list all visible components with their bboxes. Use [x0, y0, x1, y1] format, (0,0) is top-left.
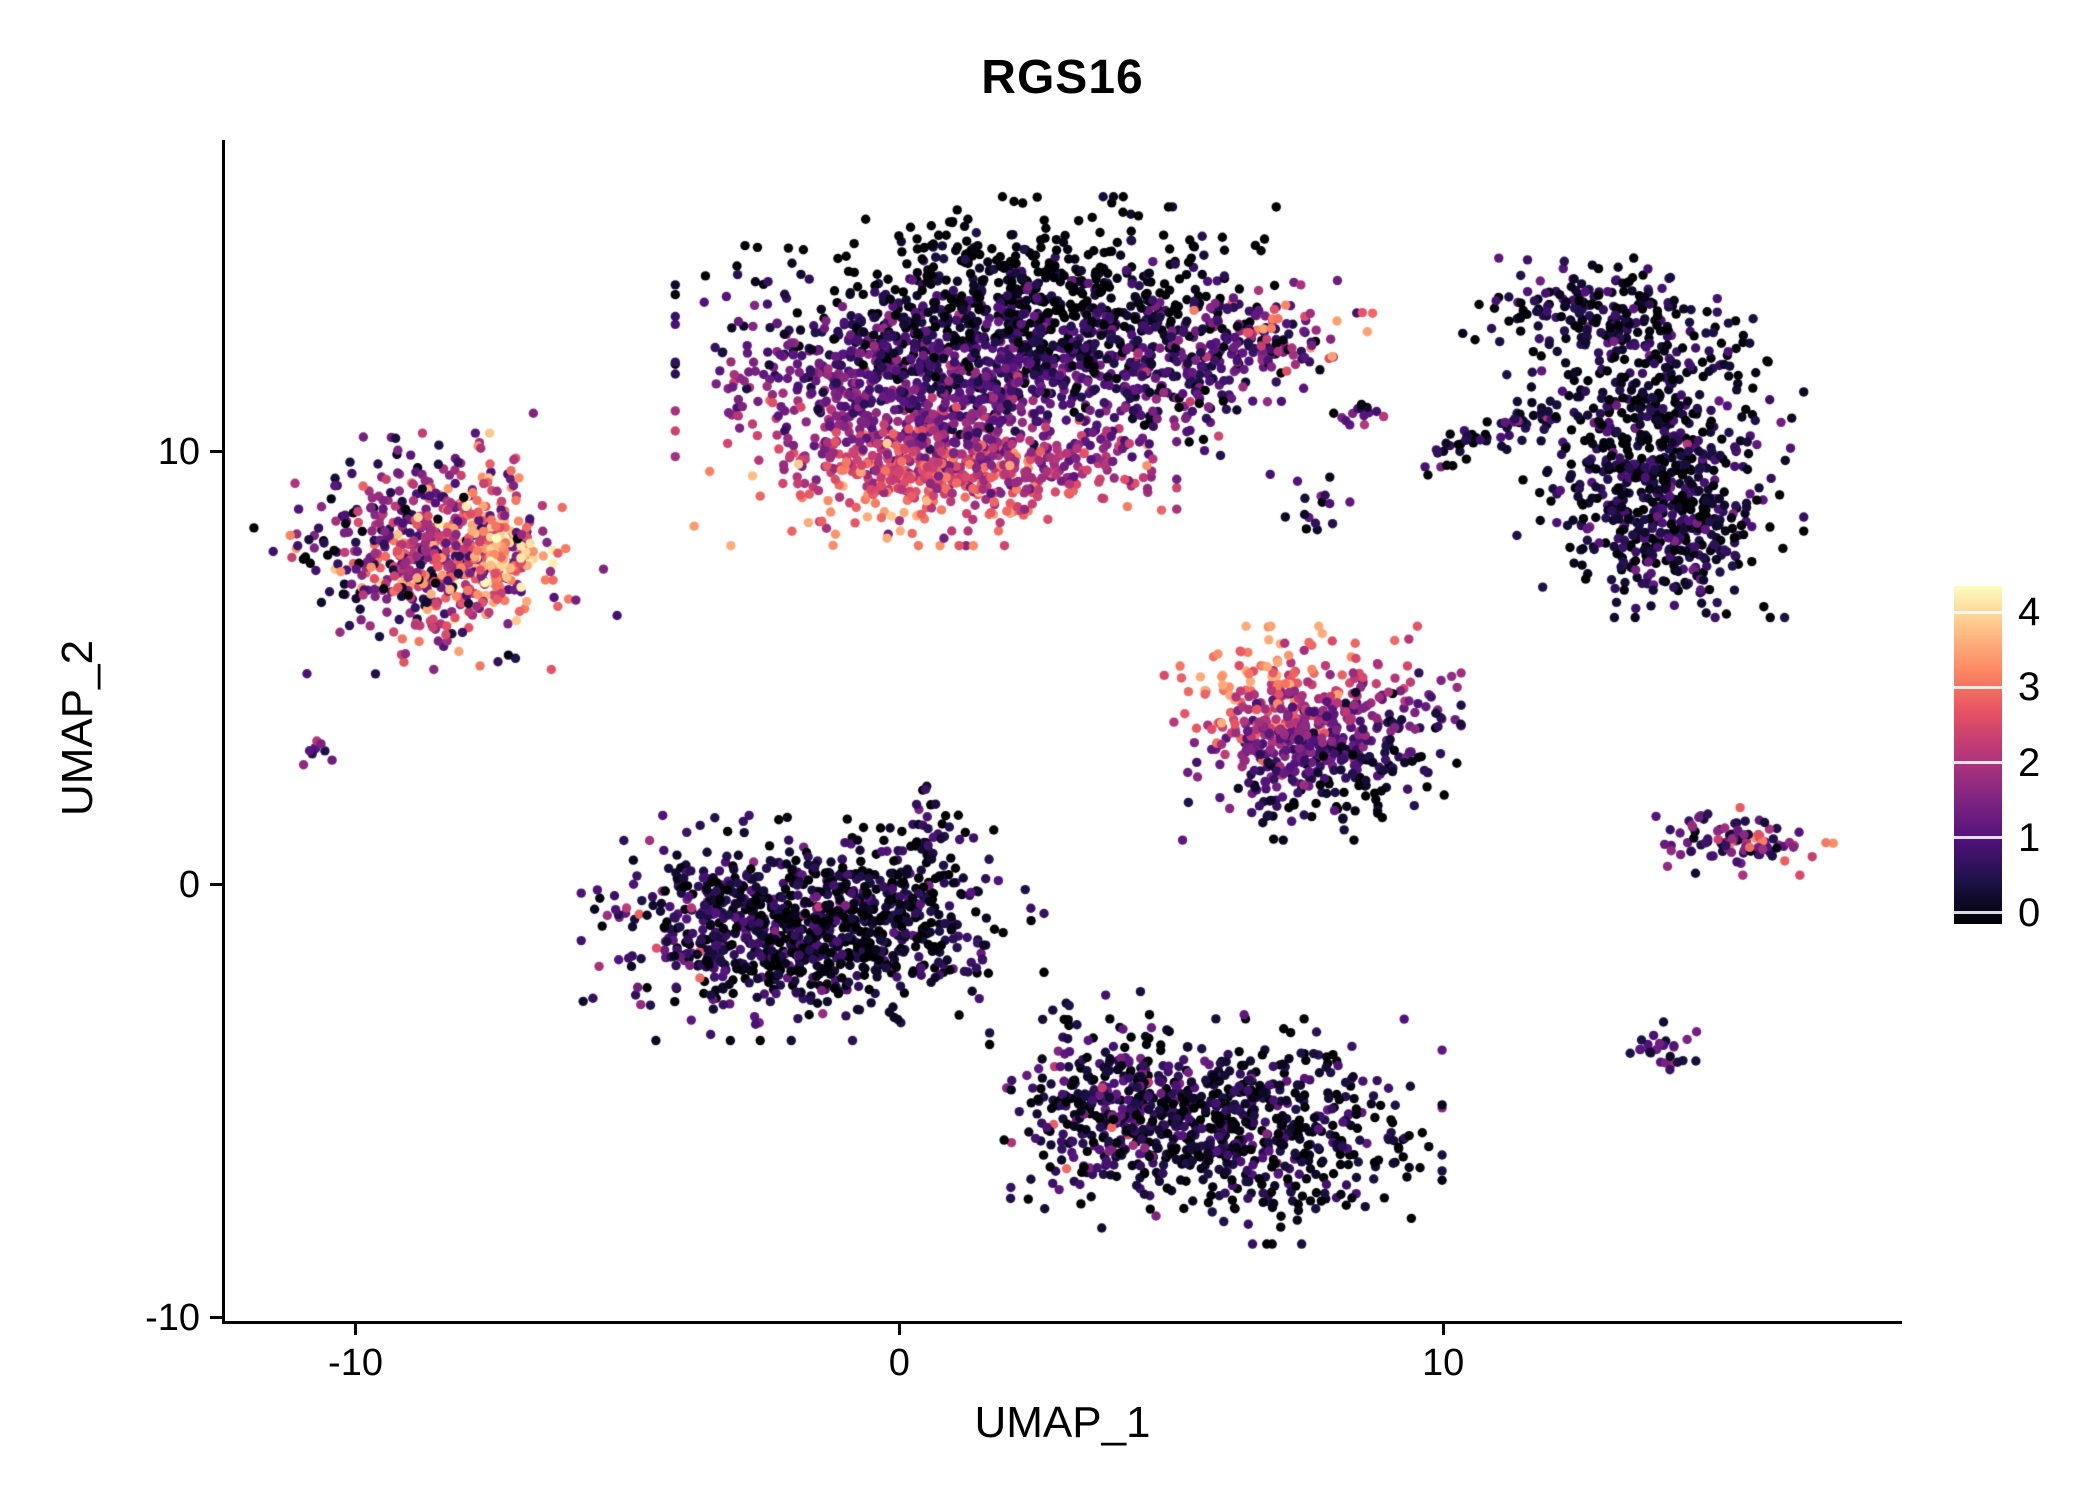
x-axis-line	[222, 1321, 1902, 1324]
colorbar-tick-label: 2	[2018, 740, 2041, 785]
y-axis-line	[222, 140, 225, 1324]
plot-title: RGS16	[981, 51, 1144, 104]
colorbar-tick-mark	[1954, 685, 2002, 689]
colorbar-legend: 4 3 2 1 0	[1954, 586, 2100, 935]
colorbar-tick-mark	[1954, 836, 2002, 840]
colorbar-tick-label: 3	[2018, 665, 2041, 710]
x-axis-label: UMAP_1	[974, 1398, 1151, 1447]
colorbar-labels: 4 3 2 1 0	[1954, 586, 2100, 934]
colorbar-tick-mark	[1954, 761, 2002, 764]
colorbar-gradient	[1954, 586, 2002, 924]
colorbar-tick-label: 0	[2018, 890, 2041, 935]
colorbar-tick-mark	[1954, 911, 2002, 915]
colorbar-tick-mark	[1954, 610, 2002, 614]
colorbar-tick-label: 4	[2018, 590, 2041, 635]
y-axis-label: UMAP_2	[53, 639, 102, 817]
colorbar-tick-label: 1	[2018, 815, 2041, 860]
